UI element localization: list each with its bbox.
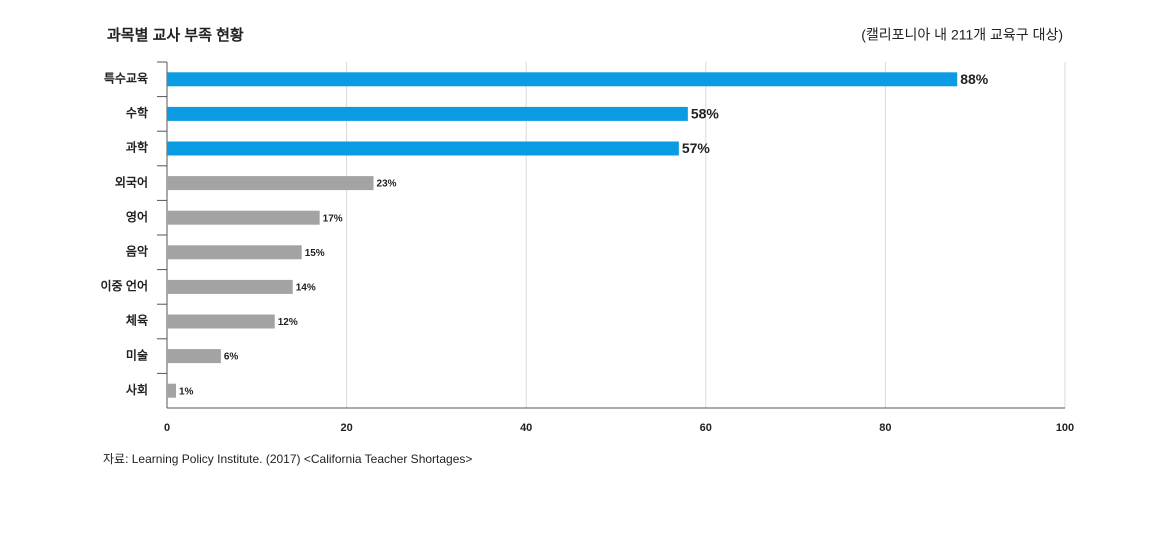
bar bbox=[167, 72, 958, 87]
bar bbox=[167, 279, 293, 294]
y-tick-label: 외국어 bbox=[115, 174, 148, 189]
value-label: 6% bbox=[224, 352, 239, 363]
bar bbox=[167, 141, 679, 156]
bar bbox=[167, 176, 374, 191]
source-note: 자료: Learning Policy Institute. (2017) <C… bbox=[103, 452, 472, 466]
chart-title: 과목별 교사 부족 현황 bbox=[107, 26, 244, 44]
x-tick-label: 40 bbox=[520, 422, 532, 434]
value-label: 17% bbox=[323, 213, 343, 224]
value-label: 58% bbox=[691, 106, 720, 122]
y-tick-label: 수학 bbox=[126, 105, 148, 120]
bar bbox=[167, 349, 221, 364]
value-label: 23% bbox=[377, 179, 397, 190]
y-tick-label: 과학 bbox=[126, 140, 148, 155]
value-label: 88% bbox=[960, 71, 989, 87]
x-tick-label: 0 bbox=[164, 422, 170, 434]
bar bbox=[167, 210, 320, 225]
y-tick-label: 이중 언어 bbox=[101, 278, 149, 293]
y-tick-label: 체육 bbox=[126, 313, 148, 328]
bar bbox=[167, 314, 275, 329]
value-label: 14% bbox=[296, 283, 316, 294]
value-label: 12% bbox=[278, 317, 298, 328]
y-tick-label: 미술 bbox=[126, 347, 148, 362]
bar bbox=[167, 383, 176, 398]
value-label: 15% bbox=[305, 248, 325, 259]
chart-subtitle: (캘리포니아 내 211개 교육구 대상) bbox=[861, 27, 1063, 43]
y-tick-label: 특수교육 bbox=[104, 70, 148, 85]
y-tick-label: 사회 bbox=[126, 382, 148, 397]
x-tick-label: 80 bbox=[879, 422, 891, 434]
x-tick-label: 60 bbox=[700, 422, 712, 434]
x-tick-label: 100 bbox=[1056, 422, 1074, 434]
bar bbox=[167, 106, 688, 121]
x-tick-label: 20 bbox=[340, 422, 352, 434]
y-tick-label: 음악 bbox=[126, 243, 148, 258]
bar bbox=[167, 245, 302, 260]
value-label: 1% bbox=[179, 386, 194, 397]
value-label: 57% bbox=[682, 140, 711, 156]
y-tick-label: 영어 bbox=[126, 209, 148, 224]
